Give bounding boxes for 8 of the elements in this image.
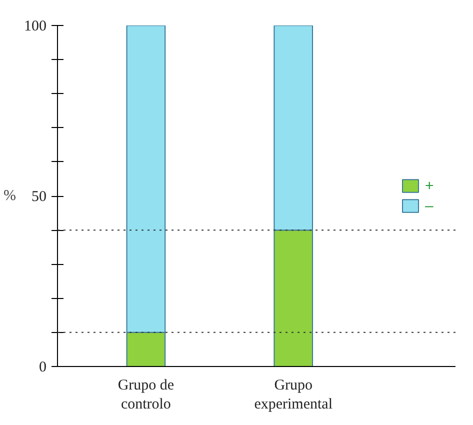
legend-label: +: [425, 177, 435, 194]
y-tick-label: 0: [39, 360, 46, 376]
x-tick-label: Grupo experimental: [254, 378, 332, 413]
x-tick-label: Grupo de controlo: [118, 378, 174, 413]
legend-label: –: [425, 197, 434, 214]
y-tick-label: 100: [24, 18, 46, 34]
y-tick-label: 50: [32, 189, 46, 205]
y-axis-title: %: [4, 188, 16, 204]
